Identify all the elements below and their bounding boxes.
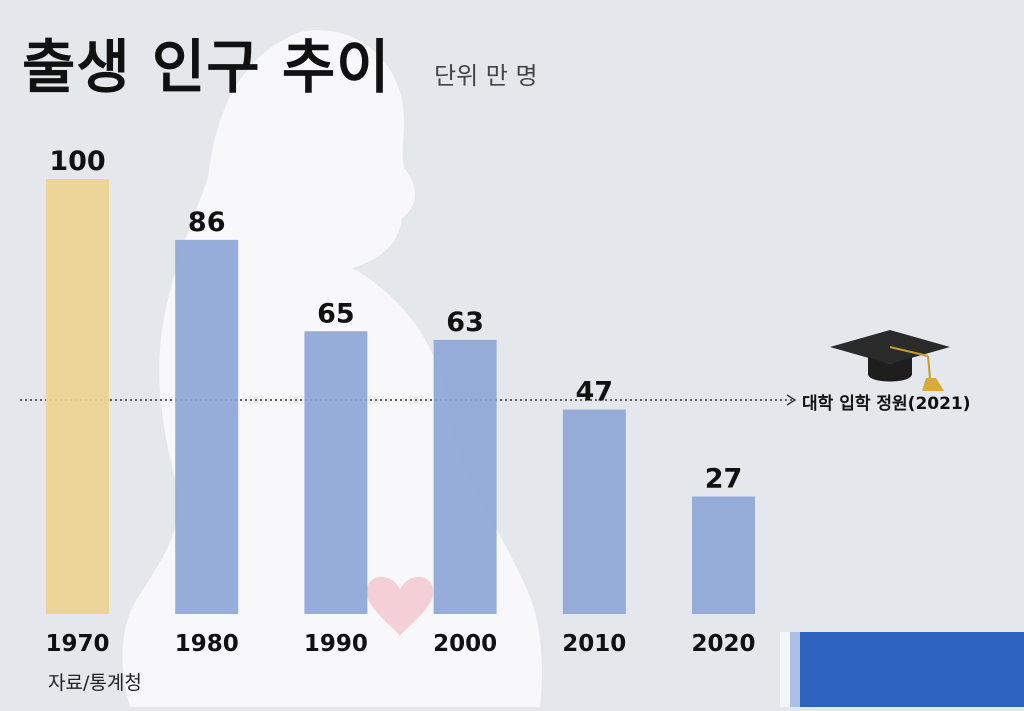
heart-icon bbox=[366, 576, 434, 636]
bar-1970 bbox=[46, 179, 109, 614]
value-label-1980: 86 bbox=[188, 207, 226, 238]
source-label: 자료/통계청 bbox=[48, 672, 142, 694]
labels-layer: 100 1970 86 1980 65 1990 63 2000 47 2010 27 2020 bbox=[45, 146, 755, 657]
decorative-blue-block bbox=[780, 632, 1024, 707]
reference-arrowhead bbox=[786, 394, 797, 406]
bar-2020 bbox=[692, 496, 755, 614]
value-label-2000: 63 bbox=[446, 307, 484, 338]
bar-2000 bbox=[433, 339, 497, 614]
category-label-1980: 1980 bbox=[175, 631, 239, 657]
bar-1990 bbox=[304, 331, 368, 614]
category-label-2000: 2000 bbox=[433, 631, 497, 657]
value-label-2010: 47 bbox=[576, 377, 614, 408]
value-label-1970: 100 bbox=[49, 146, 105, 177]
category-label-2010: 2010 bbox=[562, 631, 626, 657]
bars-layer bbox=[46, 179, 755, 614]
page-title: 출생 인구 추이 bbox=[22, 33, 391, 101]
category-label-2020: 2020 bbox=[691, 631, 755, 657]
reference-line-label: 대학 입학 정원(2021) bbox=[802, 394, 971, 414]
bar-2010 bbox=[562, 409, 626, 614]
unit-label: 단위 만 명 bbox=[434, 62, 538, 90]
graduation-cap-icon bbox=[830, 330, 950, 391]
value-label-2020: 27 bbox=[705, 464, 743, 495]
value-label-1990: 65 bbox=[317, 298, 355, 329]
category-label-1970: 1970 bbox=[45, 631, 109, 657]
category-label-1990: 1990 bbox=[304, 631, 368, 657]
bar-1980 bbox=[175, 239, 239, 614]
